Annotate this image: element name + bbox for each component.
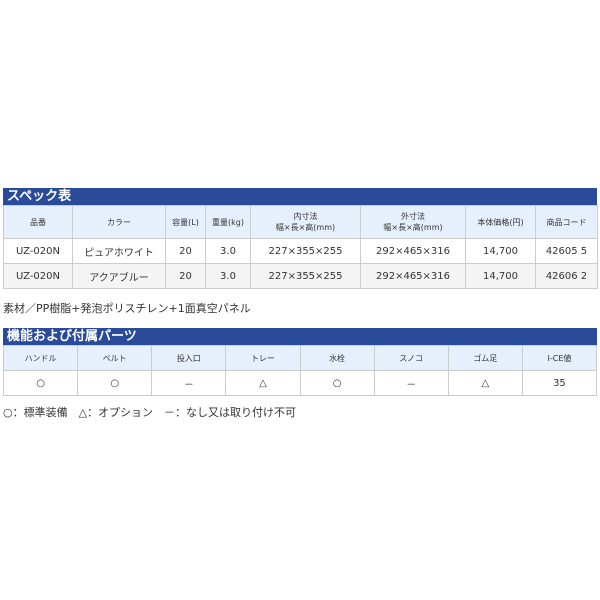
cell: アクアブルー (72, 263, 166, 289)
cell: 42605 5 (535, 238, 598, 264)
header-cell: 外寸法 幅×長×高(mm) (360, 205, 466, 239)
header-cell: 重量(kg) (205, 205, 251, 239)
header-cell: 本体価格(円) (465, 205, 536, 239)
header-cell: ハンドル (2, 345, 79, 371)
cell: 3.0 (205, 263, 251, 289)
header-cell: 投入口 (151, 345, 227, 371)
table-row: UZ-020N ピュアホワイト 20 3.0 227×355×255 292×4… (3, 238, 598, 264)
table-row: ○ ○ － △ ○ － △ 35 (2, 370, 598, 396)
header-cell: ベルト (77, 345, 153, 371)
cell: － (373, 370, 449, 396)
material-note: 素材／PP樹脂+発泡ポリスチレン+1面真空パネル (3, 302, 251, 315)
spec-table: 品番 カラー 容量(L) 重量(kg) 内寸法 幅×長×高(mm) 外寸法 幅×… (3, 205, 598, 289)
cell: 35 (521, 370, 598, 396)
header-cell: ゴム足 (447, 345, 523, 371)
header-cell: スノコ (373, 345, 449, 371)
cell: 20 (165, 263, 206, 289)
cell: 227×355×255 (250, 263, 361, 289)
cell: 14,700 (465, 263, 536, 289)
table-row: UZ-020N アクアブルー 20 3.0 227×355×255 292×46… (3, 263, 598, 289)
header-cell: トレー (225, 345, 301, 371)
header-cell: カラー (72, 205, 166, 239)
cell: 227×355×255 (250, 238, 361, 264)
legend-note: ○：標準装備 △：オプション －：なし又は取り付け不可 (3, 406, 297, 419)
cell: 14,700 (465, 238, 536, 264)
cell: 3.0 (205, 238, 251, 264)
cell: 292×465×316 (360, 238, 466, 264)
cell: － (151, 370, 227, 396)
cell: △ (447, 370, 523, 396)
cell: 292×465×316 (360, 263, 466, 289)
spec-title: スペック表 (3, 188, 597, 205)
cell: ○ (299, 370, 375, 396)
header-cell: 内寸法 幅×長×高(mm) (250, 205, 361, 239)
parts-table: ハンドル ベルト 投入口 トレー 水栓 スノコ ゴム足 I-CE値 ○ ○ － … (2, 345, 598, 396)
cell: UZ-020N (3, 263, 73, 289)
cell: △ (225, 370, 301, 396)
cell: ○ (77, 370, 153, 396)
header-cell: 容量(L) (165, 205, 206, 239)
header-cell: I-CE値 (521, 345, 598, 371)
header-cell: 水栓 (299, 345, 375, 371)
cell: UZ-020N (3, 238, 73, 264)
cell: 20 (165, 238, 206, 264)
header-cell: 品番 (3, 205, 73, 239)
cell: 42606 2 (535, 263, 598, 289)
parts-title: 機能および付属パーツ (3, 328, 597, 345)
header-cell: 商品コード (535, 205, 598, 239)
cell: ○ (2, 370, 79, 396)
cell: ピュアホワイト (72, 238, 166, 264)
